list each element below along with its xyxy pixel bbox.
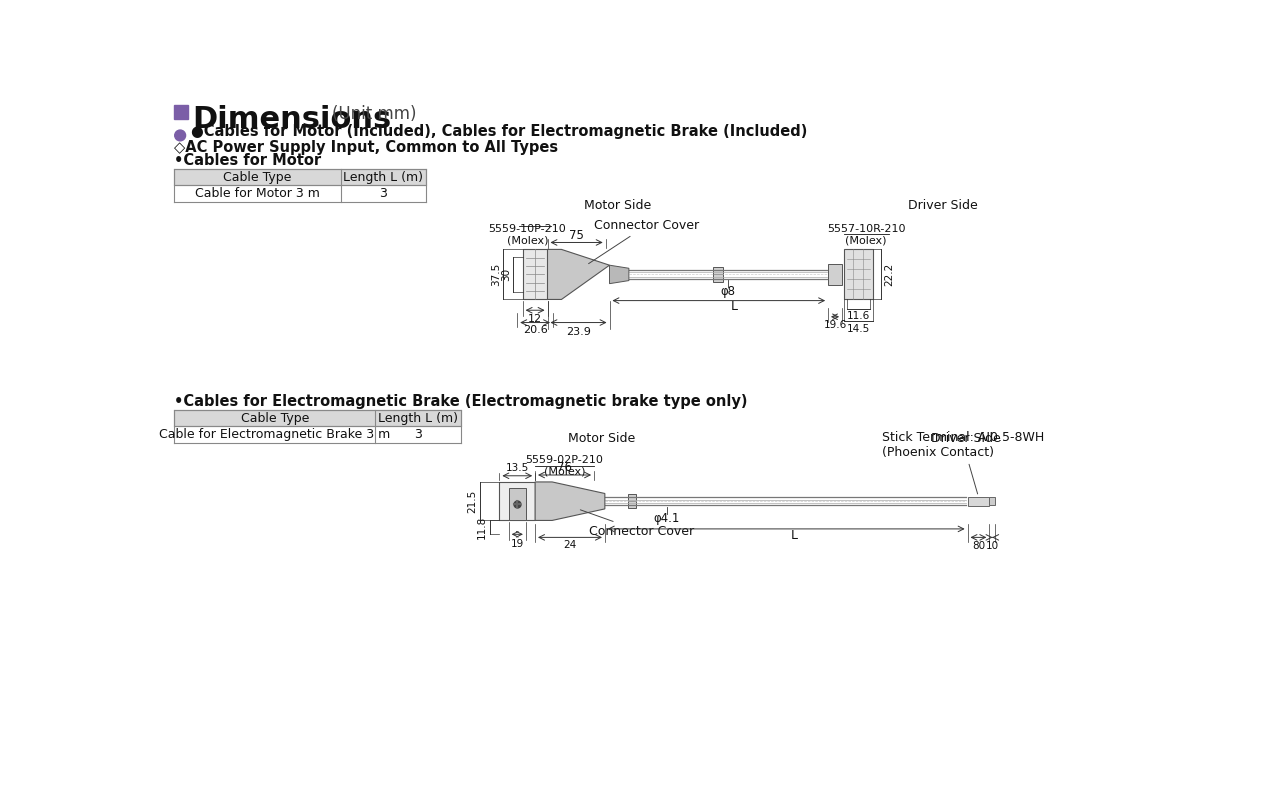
Bar (989, 498, 996, 505)
Text: 5559-02P-210
(Molex): 5559-02P-210 (Molex) (526, 455, 603, 476)
Bar (713, 267, 723, 282)
Text: L: L (791, 529, 797, 541)
Text: 76: 76 (557, 461, 572, 474)
Text: 14.5: 14.5 (846, 324, 870, 334)
Text: 3: 3 (415, 429, 422, 441)
Circle shape (175, 130, 186, 141)
Text: Stick Terminal: AI0.5-8WH
(Phoenix Contact): Stick Terminal: AI0.5-8WH (Phoenix Conta… (882, 431, 1044, 494)
Text: 3: 3 (379, 188, 387, 200)
Text: •Cables for Electromagnetic Brake (Electromagnetic brake type only): •Cables for Electromagnetic Brake (Elect… (174, 394, 748, 409)
Text: •Cables for Motor: •Cables for Motor (174, 153, 321, 169)
Text: 21.5: 21.5 (467, 490, 477, 513)
Text: Length L (m): Length L (m) (378, 412, 458, 425)
Bar (174, 169, 426, 185)
Text: 80: 80 (972, 541, 986, 551)
Text: 24.3: 24.3 (556, 263, 566, 286)
Text: φ4.1: φ4.1 (654, 512, 680, 525)
Text: 22.2: 22.2 (884, 263, 893, 286)
Text: Driver Side: Driver Side (931, 432, 1001, 444)
Bar (508, 488, 526, 521)
Text: Motor Side: Motor Side (584, 199, 650, 212)
Text: 75: 75 (570, 229, 584, 242)
Bar (844, 250, 873, 300)
Text: Dimensions: Dimensions (192, 106, 392, 134)
Text: Length L (m): Length L (m) (343, 170, 424, 184)
Text: 37.5: 37.5 (492, 263, 500, 286)
Text: Cable for Motor 3 m: Cable for Motor 3 m (195, 188, 320, 200)
Text: 13.5: 13.5 (506, 463, 529, 473)
Bar (522, 250, 548, 300)
Bar (968, 497, 989, 506)
Text: Motor Side: Motor Side (568, 432, 635, 444)
Text: 19.6: 19.6 (823, 320, 846, 330)
Text: 23.9: 23.9 (566, 327, 591, 337)
Text: ◇AC Power Supply Input, Common to All Types: ◇AC Power Supply Input, Common to All Ty… (174, 140, 558, 155)
Text: 10: 10 (986, 541, 998, 551)
Bar (174, 105, 188, 118)
Text: L: L (731, 301, 737, 313)
Polygon shape (609, 266, 628, 284)
Text: Connector Cover: Connector Cover (589, 219, 699, 264)
Text: 20.6: 20.6 (522, 325, 548, 335)
Text: Cable Type: Cable Type (241, 412, 308, 425)
Text: Driver Side: Driver Side (908, 199, 978, 212)
Bar (628, 494, 636, 508)
Bar (499, 482, 535, 521)
Polygon shape (535, 482, 605, 521)
Text: 30: 30 (500, 268, 511, 281)
Polygon shape (548, 250, 609, 300)
Bar (828, 264, 842, 285)
Text: Cable for Electromagnetic Brake 3 m: Cable for Electromagnetic Brake 3 m (159, 429, 390, 441)
Text: 5559-10P-210
(Molex): 5559-10P-210 (Molex) (489, 224, 566, 246)
Text: 19: 19 (511, 538, 524, 549)
Text: φ8: φ8 (721, 285, 735, 298)
Text: 5557-10R-210
(Molex): 5557-10R-210 (Molex) (827, 224, 905, 246)
Text: ●Cables for Motor (Included), Cables for Electromagnetic Brake (Included): ●Cables for Motor (Included), Cables for… (191, 124, 808, 139)
Text: 24: 24 (563, 540, 576, 550)
Text: Connector Cover: Connector Cover (580, 510, 695, 538)
Text: 11.6: 11.6 (846, 312, 870, 321)
Bar (174, 409, 461, 426)
Text: (Unit mm): (Unit mm) (332, 106, 416, 123)
Text: 11.8: 11.8 (477, 515, 488, 538)
Text: 12: 12 (529, 315, 543, 324)
Text: Cable Type: Cable Type (223, 170, 292, 184)
